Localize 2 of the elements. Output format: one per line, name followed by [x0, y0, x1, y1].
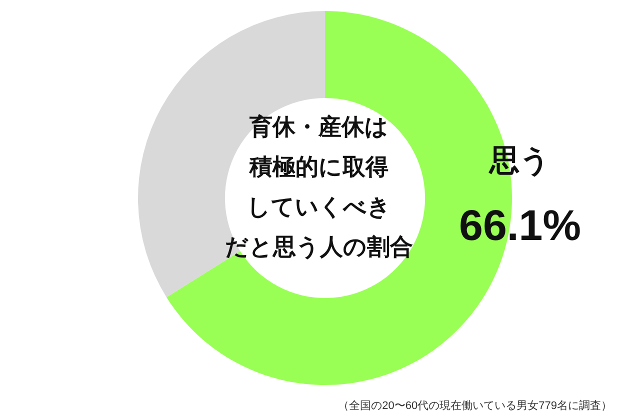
text: 育休・産休は積極的に取得していくべきだと思う人の割合 [225, 113, 413, 260]
text: （全国の20〜60代の現在働いている男女779名に調査） [338, 399, 612, 412]
